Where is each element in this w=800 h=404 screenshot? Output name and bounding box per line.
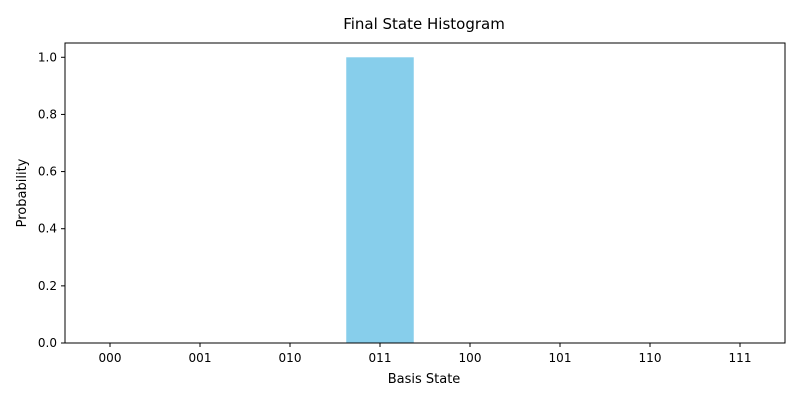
bar-011 (346, 57, 414, 343)
bars-layer (346, 57, 414, 343)
y-tick-label: 0.6 (38, 165, 57, 179)
y-tick-label: 0.0 (38, 336, 57, 350)
x-axis: 000 001 010 011 100 101 110 111 (99, 343, 752, 365)
x-tick-label: 010 (279, 351, 302, 365)
x-tick-label: 101 (549, 351, 572, 365)
x-tick-label: 100 (459, 351, 482, 365)
y-tick-label: 0.2 (38, 279, 57, 293)
x-tick-label: 111 (729, 351, 752, 365)
y-tick-label: 0.4 (38, 222, 57, 236)
y-axis-label: Probability (15, 158, 30, 227)
y-tick-label: 1.0 (38, 50, 57, 64)
x-tick-label: 000 (99, 351, 122, 365)
x-tick-label: 011 (369, 351, 392, 365)
y-axis: 0.0 0.2 0.4 0.6 0.8 1.0 (38, 50, 65, 350)
y-tick-label: 0.8 (38, 107, 57, 121)
x-axis-label: Basis State (388, 372, 461, 387)
plot-frame (64, 42, 786, 344)
chart-title: Final State Histogram (343, 15, 505, 33)
x-tick-label: 001 (189, 351, 212, 365)
x-tick-label: 110 (639, 351, 662, 365)
